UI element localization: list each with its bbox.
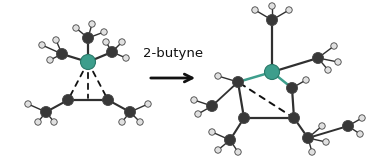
Circle shape (309, 149, 315, 155)
Circle shape (145, 101, 151, 107)
Circle shape (47, 57, 53, 63)
Circle shape (89, 21, 95, 27)
Circle shape (137, 119, 143, 125)
Circle shape (325, 67, 331, 73)
Circle shape (53, 37, 59, 43)
Circle shape (225, 134, 235, 145)
Circle shape (359, 115, 365, 121)
Circle shape (215, 147, 221, 153)
Circle shape (287, 82, 297, 93)
Text: 2-butyne: 2-butyne (143, 47, 203, 60)
Circle shape (39, 42, 45, 48)
Circle shape (119, 119, 125, 125)
Circle shape (82, 32, 93, 43)
Circle shape (302, 133, 313, 144)
Circle shape (232, 76, 243, 88)
Circle shape (215, 73, 221, 79)
Circle shape (319, 123, 325, 129)
Circle shape (252, 7, 258, 13)
Circle shape (313, 52, 324, 63)
Circle shape (103, 39, 109, 45)
Circle shape (209, 129, 215, 135)
Circle shape (269, 3, 275, 9)
Circle shape (265, 64, 279, 80)
Circle shape (206, 101, 217, 112)
Circle shape (62, 94, 73, 105)
Circle shape (51, 119, 57, 125)
Circle shape (107, 47, 118, 58)
Circle shape (25, 101, 31, 107)
Circle shape (342, 121, 353, 132)
Circle shape (303, 77, 309, 83)
Circle shape (266, 14, 277, 25)
Circle shape (235, 149, 241, 155)
Circle shape (40, 106, 51, 117)
Circle shape (335, 59, 341, 65)
Circle shape (101, 29, 107, 35)
Circle shape (102, 94, 113, 105)
Circle shape (195, 111, 201, 117)
Circle shape (323, 139, 329, 145)
Circle shape (357, 131, 363, 137)
Circle shape (288, 113, 299, 123)
Circle shape (119, 39, 125, 45)
Circle shape (286, 7, 292, 13)
Circle shape (331, 43, 337, 49)
Circle shape (239, 113, 249, 123)
Circle shape (124, 106, 135, 117)
Circle shape (123, 55, 129, 61)
Circle shape (81, 54, 96, 70)
Circle shape (73, 25, 79, 31)
Circle shape (191, 97, 197, 103)
Circle shape (35, 119, 41, 125)
Circle shape (56, 49, 68, 60)
